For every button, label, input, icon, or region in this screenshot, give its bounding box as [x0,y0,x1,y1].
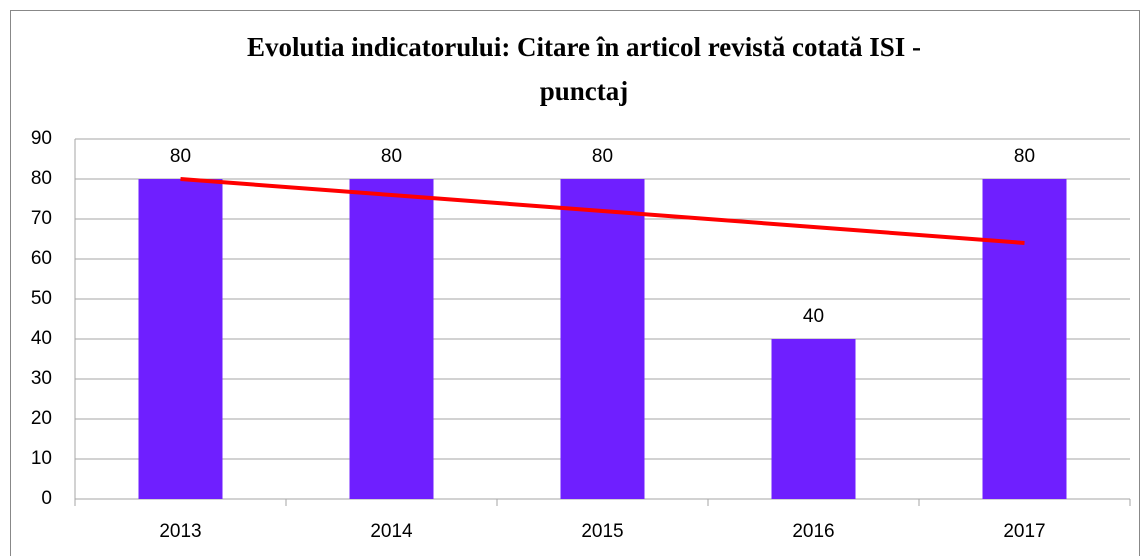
y-tick-label: 50 [31,288,52,309]
x-tick-label: 2013 [159,521,201,542]
chart-title: punctaj [540,76,629,106]
x-tick-label: 2017 [1003,521,1045,542]
x-tick-label: 2016 [792,521,834,542]
y-tick-label: 60 [31,248,52,269]
y-tick-label: 70 [31,208,52,229]
bar [560,179,645,499]
data-label: 40 [803,306,824,327]
x-tick-label: 2014 [370,521,413,542]
bar [982,179,1067,499]
bar [138,179,223,499]
y-tick-label: 80 [31,168,52,189]
y-tick-label: 40 [31,328,52,349]
data-label: 80 [170,146,191,167]
y-tick-label: 30 [31,368,52,389]
x-tick-label: 2015 [581,521,623,542]
data-label: 80 [592,146,613,167]
y-tick-label: 0 [41,488,52,509]
chart-title: Evolutia indicatorului: Citare în artico… [247,32,921,62]
y-tick-label: 90 [31,128,52,149]
bar [349,179,434,499]
bar [771,339,856,499]
data-label: 80 [1014,146,1035,167]
y-tick-label: 10 [31,448,52,469]
trend-line [180,177,1025,245]
data-label: 80 [381,146,402,167]
y-tick-label: 20 [31,408,52,429]
